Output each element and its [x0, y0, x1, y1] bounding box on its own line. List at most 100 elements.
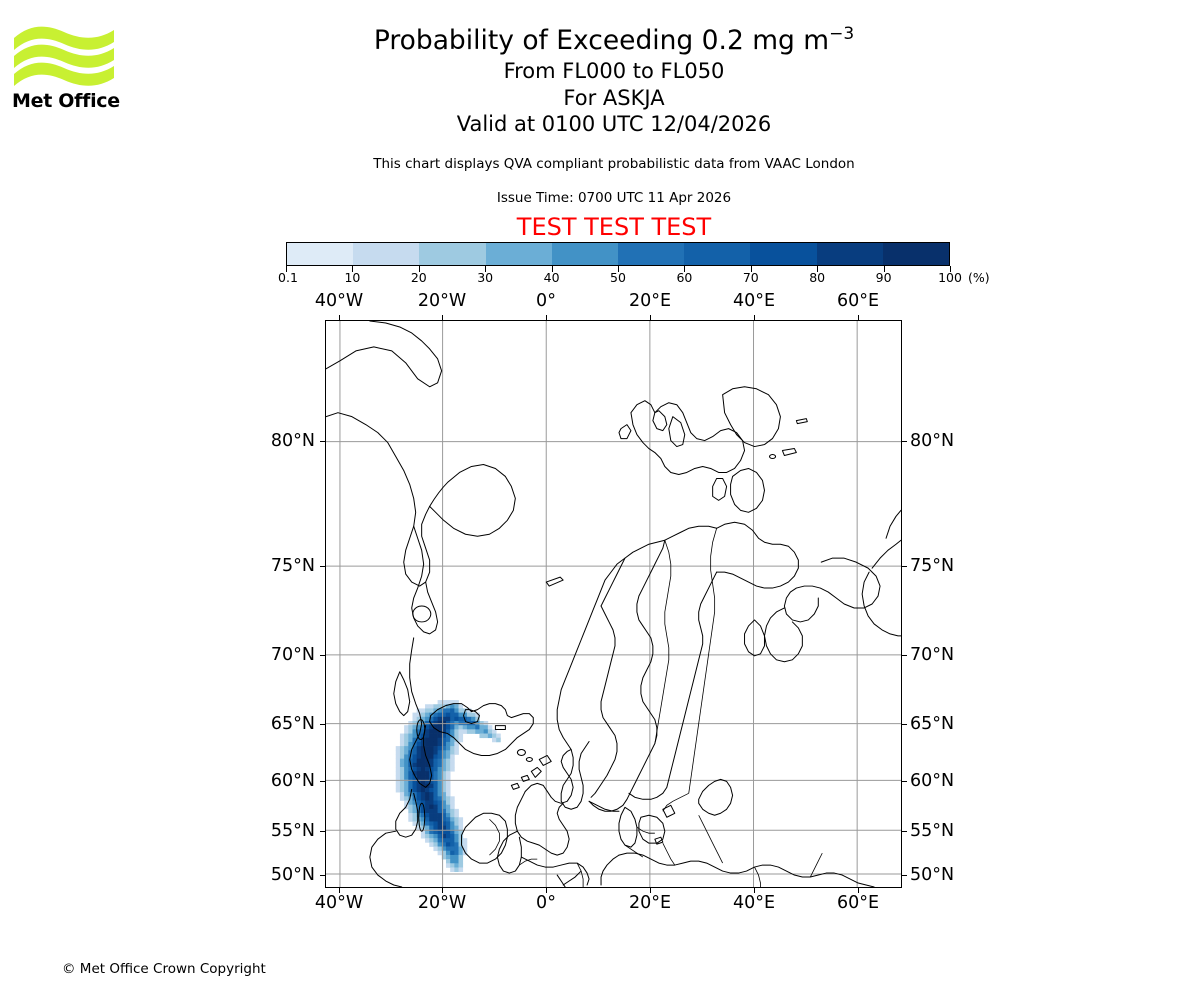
colorbar-ticks: [286, 266, 951, 276]
plume-cell: [471, 716, 476, 722]
flight-level-line: From FL000 to FL050: [503, 59, 725, 83]
colorbar-tick-5: [618, 266, 619, 272]
issue-time-label: Issue Time: 0700 UTC 11 Apr 2026: [496, 190, 732, 206]
plume-cell: [420, 737, 426, 743]
plume-cell: [450, 741, 455, 747]
plume-cell: [416, 775, 422, 780]
lat-tick-3: [902, 724, 907, 725]
plume-cell: [408, 733, 413, 739]
plume-cell: [408, 750, 413, 755]
plume-cell: [437, 833, 443, 839]
plume-cell: [441, 796, 447, 801]
plume-cell: [441, 754, 447, 760]
plume-cell: [420, 733, 426, 739]
plume-cell: [466, 708, 472, 713]
plume-cell: [433, 758, 438, 764]
plume-cell: [445, 771, 451, 776]
met-office-logo: Met Office: [12, 22, 122, 117]
plume-cell: [395, 787, 401, 793]
plume-cell: [441, 750, 447, 755]
plume-cell: [450, 833, 455, 839]
plume-cell: [404, 796, 409, 801]
plume-cell: [425, 771, 430, 776]
plume-cell: [420, 792, 426, 797]
plume-cell: [425, 716, 430, 722]
plume-cell: [458, 846, 464, 852]
plume-cell: [404, 792, 409, 797]
plume-cell: [462, 712, 468, 718]
plume-cell: [412, 716, 418, 722]
plume-cell: [408, 729, 413, 734]
plume-cell: [412, 746, 418, 751]
plume-cell: [450, 704, 455, 709]
plume-cell: [441, 825, 447, 831]
plume-cell: [416, 767, 422, 772]
plume-cell: [454, 867, 459, 873]
plume-cell: [454, 817, 459, 822]
lon-tick-2: [546, 315, 547, 320]
plume-cell: [433, 838, 438, 843]
colorbar-unit-label: (%): [968, 270, 990, 285]
plume-cell: [404, 779, 409, 785]
colorbar-tick-label-8: 80: [809, 270, 826, 285]
plume-cell: [466, 716, 472, 722]
plume-cell: [425, 767, 430, 772]
lon-label-top-5: 60°E: [836, 291, 880, 311]
plume-cell: [420, 767, 426, 772]
plume-cell: [441, 716, 447, 722]
plume-cell: [479, 729, 485, 734]
lat-label-left-6: 50°N: [270, 865, 315, 885]
plume-cell: [408, 775, 413, 780]
plume-cell: [420, 708, 426, 713]
plume-cell: [404, 750, 409, 755]
plume-cell: [445, 779, 451, 785]
plume-cell: [425, 808, 430, 814]
plume-cell: [445, 842, 451, 847]
plume-cell: [420, 775, 426, 780]
lon-tick-0: [339, 888, 340, 893]
plume-cell: [399, 746, 405, 751]
plume-cell: [429, 733, 434, 739]
lat-tick-0: [320, 441, 325, 442]
plume-cell: [441, 733, 447, 739]
plume-cell: [408, 783, 413, 789]
plume-cell: [445, 817, 451, 822]
lat-label-right-6: 50°N: [910, 865, 955, 885]
plume-cell: [458, 821, 464, 826]
plume-cell: [454, 833, 459, 839]
plume-cell: [404, 746, 409, 751]
lon-tick-5: [858, 315, 859, 320]
plume-cell: [425, 838, 430, 843]
plume-cell: [416, 804, 422, 810]
lon-label-bottom-0: 40°W: [314, 893, 364, 913]
colorbar-band-0: [287, 243, 354, 265]
plume-cell: [445, 737, 451, 743]
plume-cell: [404, 771, 409, 776]
met-office-logo-text: Met Office: [12, 90, 120, 112]
plume-cell: [445, 821, 451, 826]
plume-cell: [429, 817, 434, 822]
plume-cell: [416, 729, 422, 734]
plume-cell: [445, 846, 451, 852]
plume-cell: [399, 783, 405, 789]
lon-label-top-1: 20°W: [417, 291, 467, 311]
plume-cell: [412, 758, 418, 764]
plume-cell: [487, 729, 493, 734]
lon-tick-3: [650, 888, 651, 893]
plume-cell: [399, 792, 405, 797]
plume-cell: [454, 704, 459, 709]
plume-cell: [445, 813, 451, 818]
lat-label-left-1: 75°N: [270, 556, 315, 576]
lon-label-top-3: 20°E: [628, 291, 672, 311]
plume-cell: [487, 733, 493, 739]
plume-cell: [441, 808, 447, 814]
plume-cell: [433, 741, 438, 747]
plume-cell: [450, 838, 455, 843]
plume-cell: [450, 829, 455, 835]
plume-cell: [462, 838, 468, 843]
plume-cell: [416, 825, 422, 831]
volcano-name-line: For ASKJA: [563, 85, 665, 110]
plume-cell: [462, 725, 468, 730]
plume-cell: [433, 787, 438, 793]
lat-label-right-0: 80°N: [910, 431, 955, 451]
